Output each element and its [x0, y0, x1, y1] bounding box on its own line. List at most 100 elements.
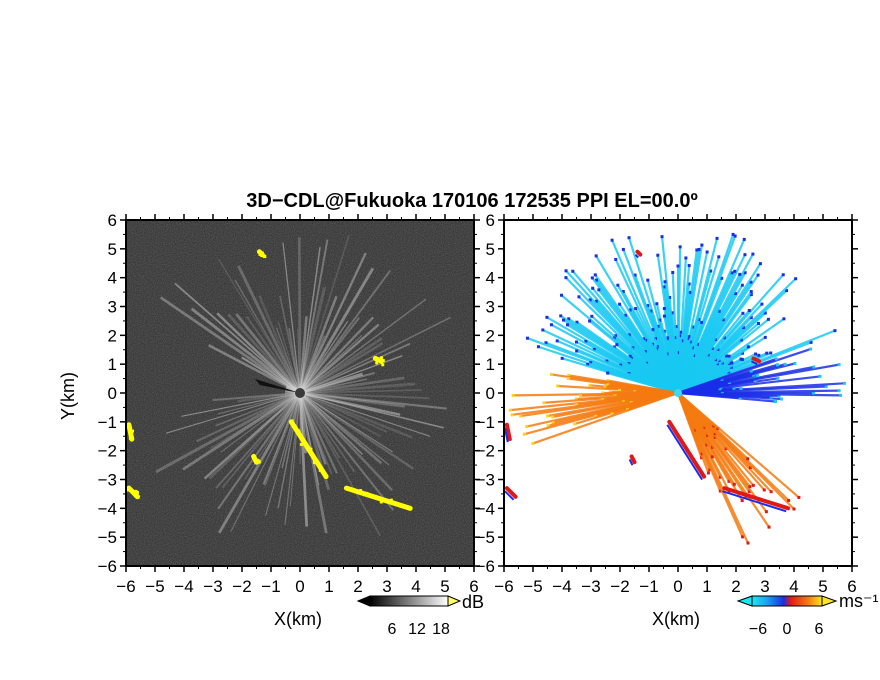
hard-target-pixel	[126, 424, 130, 428]
snr-colorbar-left-arrow	[356, 595, 371, 607]
velocity-pixel	[663, 280, 667, 284]
hard-target-pixel	[260, 254, 264, 258]
snr-ray	[299, 391, 383, 465]
velocity-pixel	[621, 290, 625, 294]
velocity-hard-target	[629, 454, 637, 465]
velocity-pixel	[546, 424, 550, 428]
velocity-pixel	[746, 345, 750, 349]
snr-ray	[299, 382, 416, 395]
velocity-xtick-label: −4	[552, 577, 571, 596]
snr-ray	[298, 286, 326, 394]
snr-ytick-label: 1	[108, 355, 117, 374]
snr-ray	[263, 392, 302, 486]
velocity-pixel	[730, 271, 734, 275]
snr-ray	[299, 378, 368, 394]
hard-target-pixel	[377, 358, 381, 362]
snr-ray	[299, 392, 444, 429]
velocity-pixel	[809, 340, 813, 344]
velocity-pixel	[700, 243, 704, 247]
velocity-pixel	[755, 373, 759, 377]
velocity-ytick-label: 4	[486, 269, 495, 288]
velocity-ytick-label: −5	[476, 528, 495, 547]
velocity-ytick-label: 5	[486, 240, 495, 259]
velocity-pixel	[662, 306, 666, 310]
velocity-ytick-label: 0	[486, 384, 495, 403]
velocity-pixel	[824, 385, 828, 389]
velocity-pixel	[594, 254, 598, 258]
velocity-pixel	[651, 328, 655, 332]
snr-ray	[155, 391, 301, 474]
snr-ray	[299, 392, 395, 511]
velocity-hard-target-edge	[666, 424, 703, 481]
velocity-pixel	[575, 320, 579, 324]
snr-ray	[215, 392, 301, 489]
snr-ray	[244, 392, 301, 480]
velocity-pixel	[763, 335, 767, 339]
velocity-pixel	[787, 498, 791, 502]
velocity-pixel	[628, 308, 632, 312]
velocity-pixel	[567, 317, 571, 321]
hard-target-pixel	[389, 498, 393, 502]
snr-ray	[230, 392, 301, 532]
velocity-ytick-label: −6	[476, 557, 495, 576]
snr-axis-ticks: −6 −5 −4 −3 −2 −1 0 1 2 3 4 5 6 6 5 4 3 2 1 0 −1 −2 −3 −4 −5 −6	[98, 211, 480, 596]
snr-xtick-label: 2	[353, 577, 362, 596]
velocity-hard-target	[504, 486, 518, 499]
velocity-pixel	[717, 309, 721, 313]
velocity-pixel	[749, 316, 753, 320]
velocity-pixel	[649, 309, 653, 313]
velocity-pixel	[741, 351, 745, 355]
snr-ray	[299, 392, 356, 473]
velocity-pixel	[614, 334, 618, 338]
snr-ray	[299, 392, 394, 492]
velocity-pixel	[646, 278, 650, 282]
velocity-pixel	[727, 354, 731, 358]
snr-xtick-label: −3	[203, 577, 222, 596]
velocity-pixel	[590, 276, 594, 280]
snr-colorbar: dB 6 12 18	[356, 592, 484, 638]
velocity-pixel	[522, 432, 526, 436]
velocity-pixel	[615, 343, 619, 347]
snr-ray	[275, 327, 301, 394]
snr-ytick-label: −5	[98, 528, 117, 547]
velocity-pixel	[764, 510, 768, 514]
velocity-pixel	[597, 288, 601, 292]
y-axis-label: Y(km)	[58, 372, 78, 420]
velocity-pixel	[618, 302, 622, 306]
velocity-axis-ticks: −6 −5 −4 −3 −2 −1 0 1 2 3 4 5 6 6 5 4 3 2 1 0 −1 −2 −3 −4 −5 −6	[476, 211, 858, 596]
velocity-pixel	[670, 311, 674, 315]
velocity-pixel	[763, 311, 767, 315]
velocity-ytick-label: 3	[486, 298, 495, 317]
velocity-pixel	[837, 363, 841, 367]
velocity-colorbar-tick-0: 0	[783, 621, 792, 638]
snr-ray	[279, 295, 301, 394]
velocity-pixel	[720, 276, 724, 280]
hard-target-pixel	[380, 356, 384, 360]
velocity-pixel	[574, 340, 578, 344]
velocity-ytick-label: 1	[486, 355, 495, 374]
velocity-ray	[607, 372, 679, 395]
velocity-pixel	[739, 338, 743, 342]
velocity-pixel	[767, 525, 771, 529]
velocity-pixel	[592, 347, 596, 351]
velocity-colorbar-tick-neg6: −6	[749, 621, 767, 638]
snr-ray	[174, 282, 301, 394]
snr-xtick-label: 5	[440, 577, 449, 596]
velocity-pixel	[574, 397, 578, 401]
velocity-pixel	[721, 318, 725, 322]
velocity-pixel	[794, 277, 798, 281]
velocity-pixel	[610, 412, 614, 416]
snr-ray	[203, 392, 301, 480]
snr-ray	[298, 392, 327, 465]
velocity-xtick-label: −2	[610, 577, 629, 596]
velocity-pixel	[747, 490, 751, 494]
snr-colorbar-tick-6: 6	[388, 621, 397, 638]
snr-ray	[220, 392, 301, 453]
velocity-pixel	[837, 389, 841, 393]
velocity-pixel	[679, 330, 683, 334]
velocity-pixel	[551, 415, 555, 419]
velocity-pixel	[792, 507, 796, 511]
velocity-pixel	[733, 234, 737, 238]
velocity-pixel	[732, 386, 736, 390]
